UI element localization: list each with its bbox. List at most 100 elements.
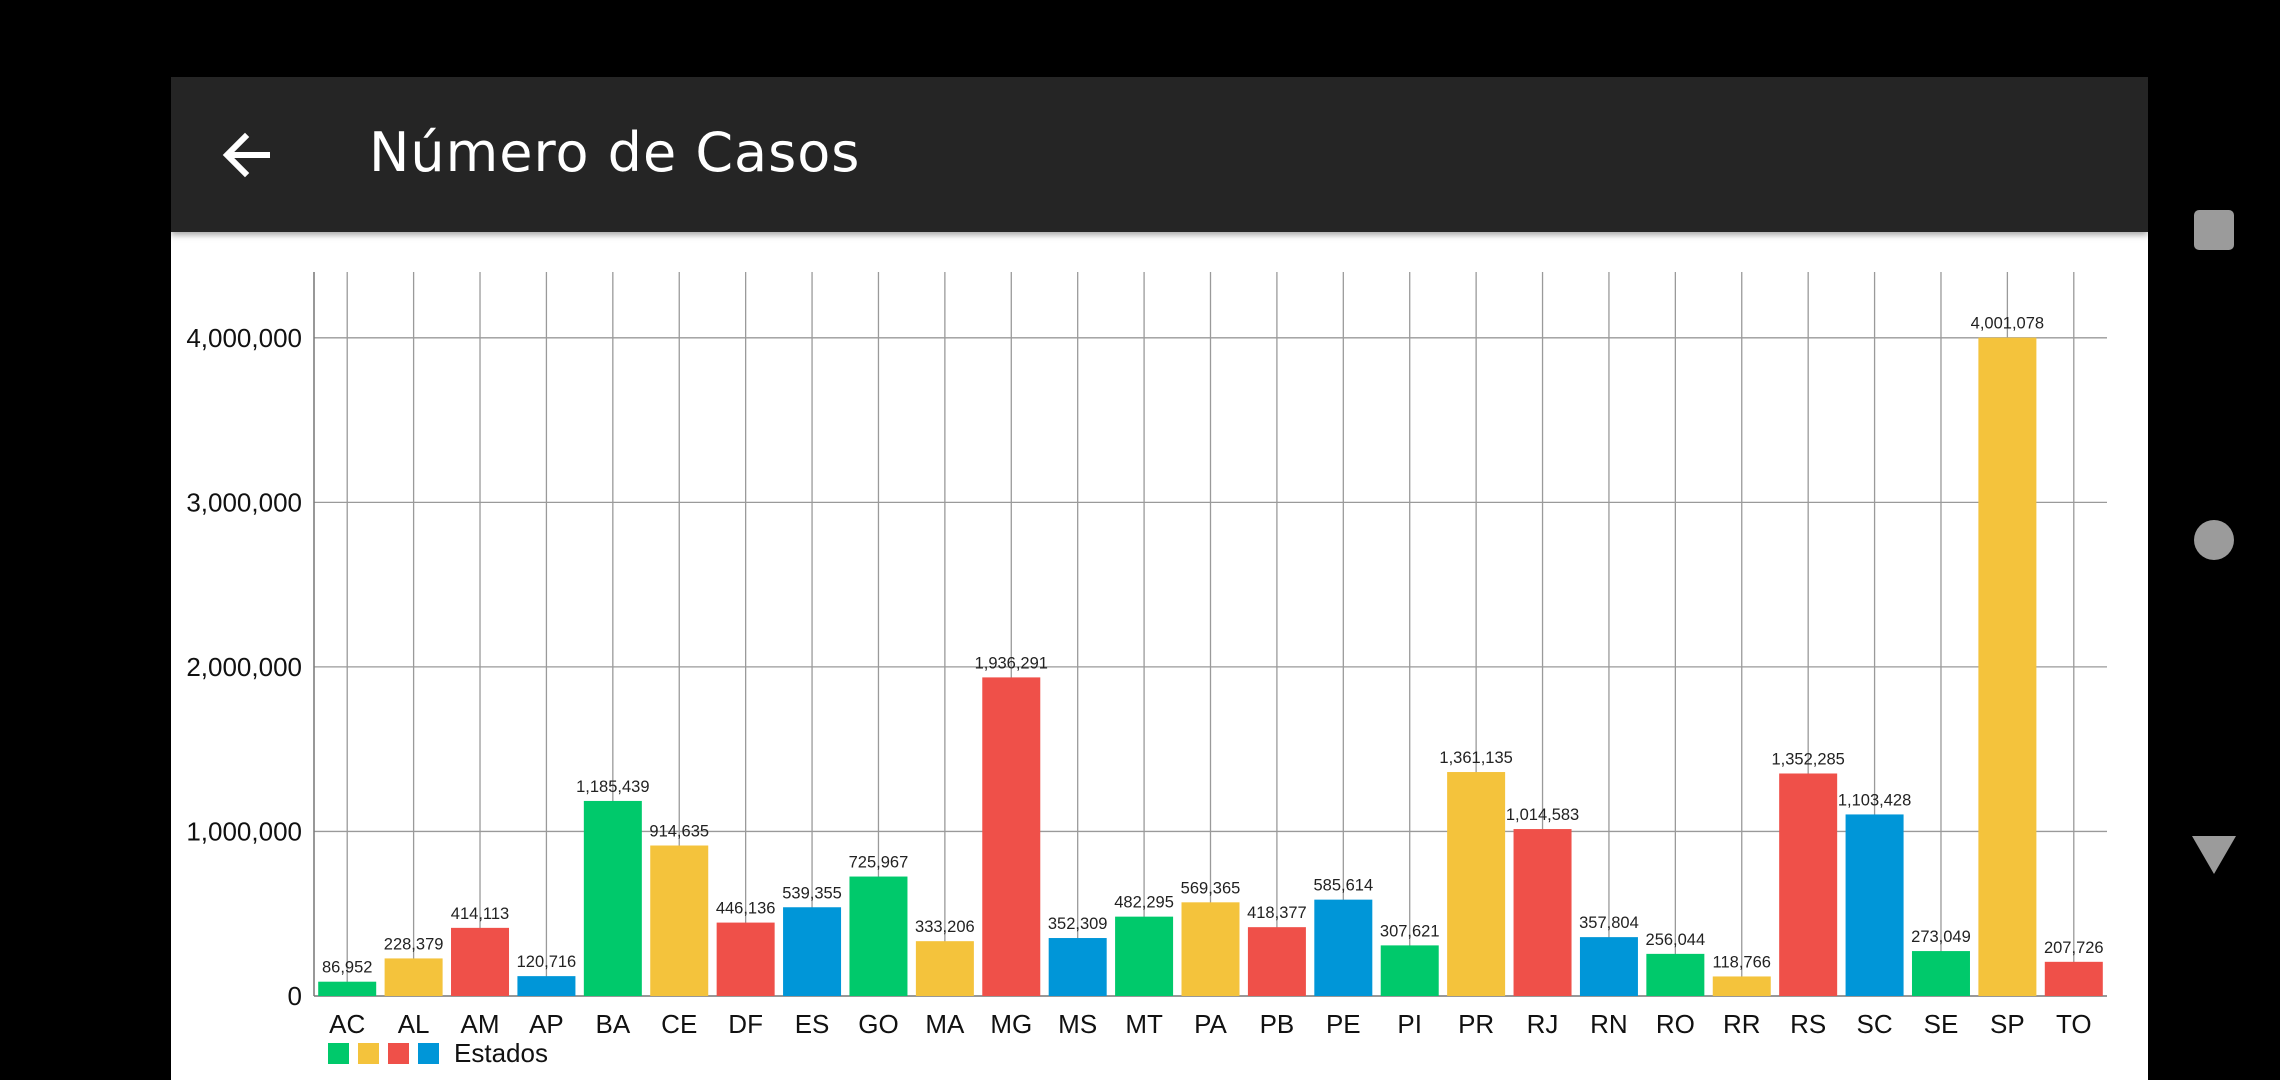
x-tick-label: MG (990, 1009, 1032, 1039)
bar-pi[interactable] (1380, 945, 1439, 996)
data-label: 120,716 (517, 953, 577, 971)
x-tick-label: RN (1590, 1009, 1628, 1039)
bar-es[interactable] (783, 907, 842, 996)
bar-sp[interactable] (1978, 337, 2037, 996)
data-label: 1,361,135 (1439, 749, 1512, 767)
x-tick-label: PE (1326, 1009, 1361, 1039)
data-label: 725,967 (849, 854, 909, 872)
bar-ro[interactable] (1646, 953, 1705, 996)
x-tick-label: MA (925, 1009, 965, 1039)
x-tick-label: RJ (1527, 1009, 1559, 1039)
bar-ms[interactable] (1048, 938, 1107, 996)
legend-swatch (388, 1043, 409, 1064)
bar-ba[interactable] (583, 800, 642, 996)
bar-pr[interactable] (1447, 772, 1506, 996)
data-label: 418,377 (1247, 904, 1307, 922)
data-label: 4,001,078 (1971, 315, 2044, 333)
data-label: 1,352,285 (1771, 750, 1844, 768)
square-icon[interactable] (2190, 206, 2238, 254)
legend-swatch (418, 1043, 439, 1064)
x-tick-label: GO (858, 1009, 898, 1039)
x-tick-label: CE (661, 1009, 697, 1039)
data-label: 118,766 (1713, 953, 1771, 971)
bar-ce[interactable] (650, 845, 709, 996)
bar-pb[interactable] (1247, 927, 1306, 996)
triangle-icon[interactable] (2190, 830, 2238, 878)
bar-to[interactable] (2044, 961, 2103, 996)
x-tick-label: AC (329, 1009, 365, 1039)
data-label: 273,049 (1911, 928, 1971, 946)
x-tick-label: AL (398, 1009, 430, 1039)
legend-swatch (328, 1043, 349, 1064)
legend-label: Estados (454, 1038, 548, 1068)
bar-al[interactable] (384, 958, 443, 996)
x-tick-label: AM (461, 1009, 500, 1039)
x-tick-label: PR (1458, 1009, 1494, 1039)
x-tick-label: PB (1260, 1009, 1295, 1039)
data-label: 539,355 (782, 884, 842, 902)
data-label: 357,804 (1579, 914, 1639, 932)
y-tick-label: 2,000,000 (186, 652, 302, 682)
x-tick-label: RR (1723, 1009, 1761, 1039)
bar-pa[interactable] (1181, 902, 1240, 996)
x-tick-label: BA (595, 1009, 630, 1039)
bar-pe[interactable] (1314, 899, 1373, 996)
app-screen: 0 1,000,000 2,000,000 3,000,000 4,000,000 86,… (171, 77, 2148, 1080)
x-tick-label: PI (1397, 1009, 1422, 1039)
bar-sc[interactable] (1845, 814, 1904, 996)
data-label: 207,726 (2044, 939, 2104, 957)
data-label: 1,185,439 (576, 778, 649, 796)
y-tick-label: 0 (288, 981, 302, 1011)
bar-rn[interactable] (1579, 937, 1638, 996)
bar-ma[interactable] (915, 941, 974, 996)
page-title: Número de Casos (369, 121, 861, 184)
data-label: 1,014,583 (1506, 806, 1579, 824)
bar-am[interactable] (451, 927, 510, 996)
x-tick-label: SC (1857, 1009, 1893, 1039)
bar-chart: 0 1,000,000 2,000,000 3,000,000 4,000,000 86,… (186, 272, 2107, 1068)
legend-swatch (358, 1043, 379, 1064)
data-label: 256,044 (1646, 931, 1706, 949)
data-label: 585,614 (1313, 877, 1373, 895)
bar-rr[interactable] (1712, 976, 1771, 996)
x-tick-label: SP (1990, 1009, 2025, 1039)
bar-mt[interactable] (1115, 916, 1174, 996)
back-arrow-icon[interactable] (215, 123, 279, 187)
data-label: 86,952 (322, 959, 372, 977)
x-tick-label: ES (795, 1009, 830, 1039)
data-label: 228,379 (384, 935, 444, 953)
bar-go[interactable] (849, 876, 908, 996)
y-tick-label: 3,000,000 (186, 487, 302, 517)
x-tick-label: PA (1194, 1009, 1227, 1039)
x-tick-label: MS (1058, 1009, 1097, 1039)
bar-mg[interactable] (982, 677, 1041, 996)
x-tick-label: RO (1656, 1009, 1695, 1039)
y-tick-label: 1,000,000 (186, 816, 302, 846)
x-tick-label: AP (529, 1009, 564, 1039)
data-label: 482,295 (1114, 894, 1174, 912)
data-label: 352,309 (1048, 915, 1108, 933)
circle-icon[interactable] (2190, 516, 2238, 564)
bar-rj[interactable] (1513, 829, 1572, 996)
bar-ac[interactable] (318, 981, 377, 996)
data-label: 414,113 (451, 905, 509, 923)
x-tick-label: MT (1125, 1009, 1163, 1039)
x-tick-label: TO (2056, 1009, 2092, 1039)
y-tick-label: 4,000,000 (186, 323, 302, 353)
bar-rs[interactable] (1779, 773, 1838, 996)
bar-se[interactable] (1911, 951, 1970, 996)
x-tick-label: SE (1924, 1009, 1959, 1039)
bar-ap[interactable] (517, 976, 576, 996)
system-nav-bar (2148, 0, 2280, 1080)
x-tick-label: DF (728, 1009, 763, 1039)
data-label: 1,103,428 (1838, 791, 1911, 809)
x-tick-label: RS (1790, 1009, 1826, 1039)
data-label: 914,635 (649, 823, 709, 841)
app-bar: Número de Casos (171, 77, 2148, 232)
data-label: 333,206 (915, 918, 975, 936)
data-label: 446,136 (716, 900, 776, 918)
data-label: 1,936,291 (975, 654, 1048, 672)
data-label: 307,621 (1380, 922, 1440, 940)
data-label: 569,365 (1181, 879, 1241, 897)
bar-df[interactable] (716, 922, 775, 996)
